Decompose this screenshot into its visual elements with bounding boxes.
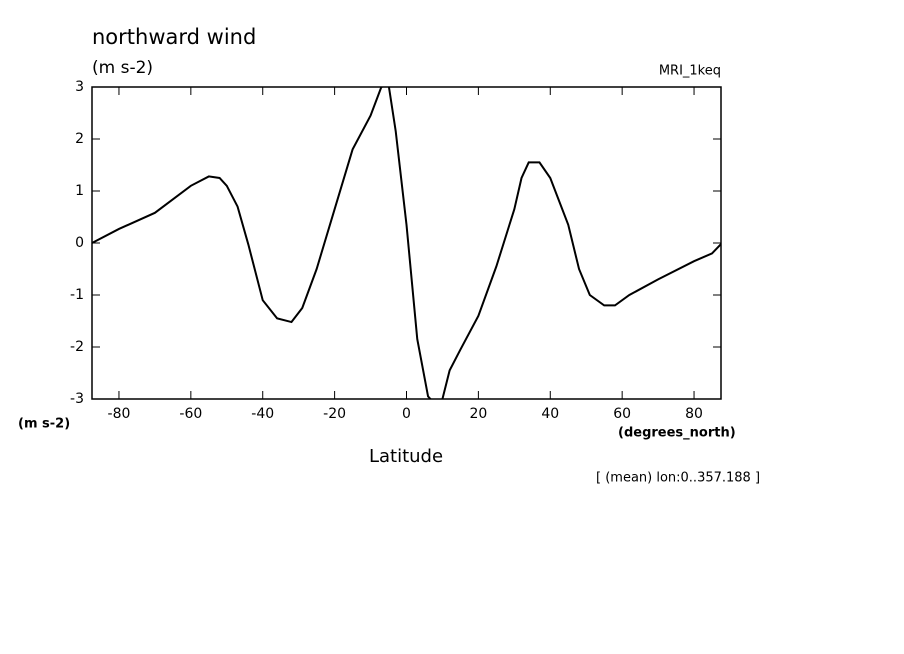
y-tick-label: -3 xyxy=(70,391,84,407)
x-tick-label: -20 xyxy=(323,406,346,422)
y-tick-label: -1 xyxy=(70,287,84,303)
y-tick-label: 2 xyxy=(75,131,84,147)
y-tick-label: 0 xyxy=(75,235,84,251)
x-tick-label: -40 xyxy=(251,406,274,422)
y-tick-label: 1 xyxy=(75,183,84,199)
x-tick-label: 80 xyxy=(685,406,703,422)
x-tick-label: 40 xyxy=(541,406,559,422)
x-tick-label: 60 xyxy=(613,406,631,422)
y-tick-label: -2 xyxy=(70,339,84,355)
x-unit-label: (degrees_north) xyxy=(618,426,736,441)
chart-subtitle: (m s-2) xyxy=(92,58,153,78)
y-unit-label: (m s-2) xyxy=(18,417,70,432)
x-tick-label: 0 xyxy=(402,406,411,422)
x-axis-title: Latitude xyxy=(369,446,443,467)
x-tick-label: -80 xyxy=(108,406,131,422)
annotation: MRI_1keq xyxy=(659,64,721,79)
x-tick-label: -60 xyxy=(179,406,202,422)
x-tick-label: 20 xyxy=(469,406,487,422)
chart-title: northward wind xyxy=(92,25,256,49)
line xyxy=(92,87,721,399)
footnote: [ (mean) lon:0..357.188 ] xyxy=(596,471,760,486)
y-tick-label: 3 xyxy=(75,79,84,95)
